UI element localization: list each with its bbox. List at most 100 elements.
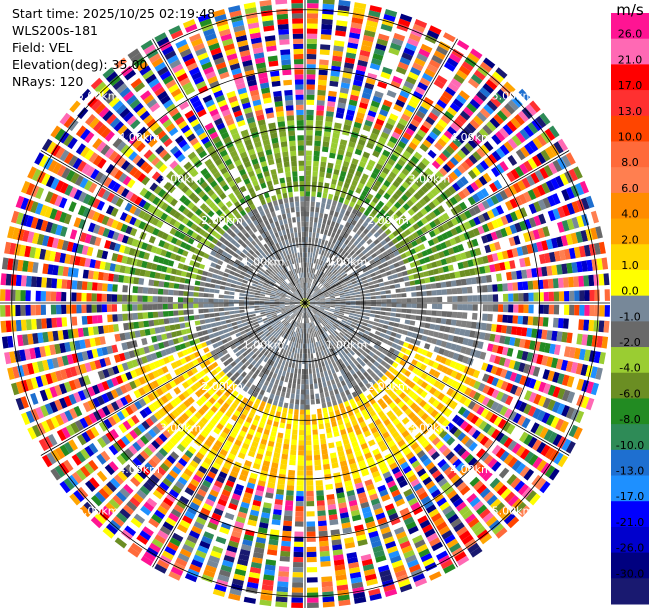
velocity-gate [293,309,298,314]
velocity-gate [314,383,318,389]
velocity-gate [306,109,314,116]
velocity-gate [419,454,429,463]
velocity-gate [307,277,309,283]
velocity-gate [208,308,214,313]
velocity-gate [542,317,549,327]
velocity-gate [338,358,344,365]
velocity-gate [329,519,339,526]
velocity-gate [330,142,338,149]
velocity-gate [298,450,304,456]
velocity-gate [204,564,217,574]
velocity-gate [267,440,275,447]
velocity-gate [372,53,384,61]
velocity-gate [152,489,164,500]
velocity-gate [232,426,240,434]
velocity-gate [278,380,284,387]
velocity-gate [239,348,246,354]
velocity-gate [226,336,233,342]
velocity-gate [549,251,556,263]
velocity-gate [416,303,422,309]
velocity-gate [417,188,426,197]
velocity-gate [187,396,195,405]
velocity-gate [405,314,412,319]
velocity-gate [527,230,536,241]
velocity-gate [180,426,189,435]
velocity-gate [268,382,274,389]
velocity-gate [435,260,443,267]
velocity-gate [112,314,118,322]
velocity-gate [319,307,325,310]
velocity-gate [524,257,531,267]
velocity-gate [298,440,304,446]
velocity-gate [437,458,447,468]
velocity-gate [327,271,332,277]
velocity-gate [244,374,251,381]
velocity-gate [270,311,276,314]
velocity-gate [286,485,295,491]
velocity-gate [434,123,445,133]
velocity-gate [427,239,435,247]
velocity-gate [293,541,304,547]
velocity-gate [411,267,418,274]
velocity-gate [361,173,369,181]
velocity-gate [503,437,513,448]
velocity-gate [147,312,154,319]
velocity-gate [515,149,526,161]
velocity-gate [312,309,317,314]
velocity-gate [385,294,392,299]
velocity-gate [286,490,294,496]
velocity-gate [540,444,551,457]
velocity-gate [254,542,266,549]
velocity-gate [287,475,295,481]
velocity-gate [239,413,247,421]
velocity-gate [56,317,63,328]
velocity-gate [368,285,375,289]
velocity-gate [326,432,333,439]
velocity-gate [408,226,416,233]
velocity-gate [340,230,346,237]
velocity-gate [237,323,244,328]
velocity-gate [288,318,293,323]
velocity-gate [305,409,311,415]
velocity-gate [452,497,464,508]
velocity-gate [265,492,274,499]
velocity-gate [156,368,165,376]
velocity-gate [292,567,304,573]
velocity-gate [307,338,309,344]
velocity-gate [242,464,251,472]
velocity-gate [311,237,315,243]
velocity-gate [377,158,386,166]
velocity-gate [333,195,339,202]
velocity-gate [307,343,310,349]
velocity-gate [399,540,411,550]
velocity-gate [363,185,371,193]
velocity-gate [356,111,365,119]
velocity-gate [280,458,288,465]
velocity-gate [384,435,393,444]
velocity-gate [395,333,402,339]
velocity-gate [41,420,51,433]
velocity-gate [306,150,312,156]
velocity-gate [467,339,474,347]
velocity-gate [111,377,119,387]
velocity-gate [114,333,121,342]
velocity-gate [326,106,335,112]
velocity-gate [431,512,442,523]
velocity-gate [369,357,376,364]
velocity-gate [209,313,215,318]
velocity-gate [348,99,358,107]
velocity-gate [341,433,348,441]
velocity-gate [377,336,384,342]
velocity-gate [312,232,316,238]
velocity-gate [388,512,399,521]
velocity-gate [482,384,491,394]
velocity-gate [372,321,379,327]
velocity-gate [342,160,350,168]
velocity-gate [336,445,344,452]
velocity-gate [335,306,341,309]
velocity-gate [307,328,310,334]
velocity-gate [275,340,280,346]
velocity-gate [214,347,221,354]
velocity-gate [345,321,352,326]
velocity-gate [61,317,68,327]
